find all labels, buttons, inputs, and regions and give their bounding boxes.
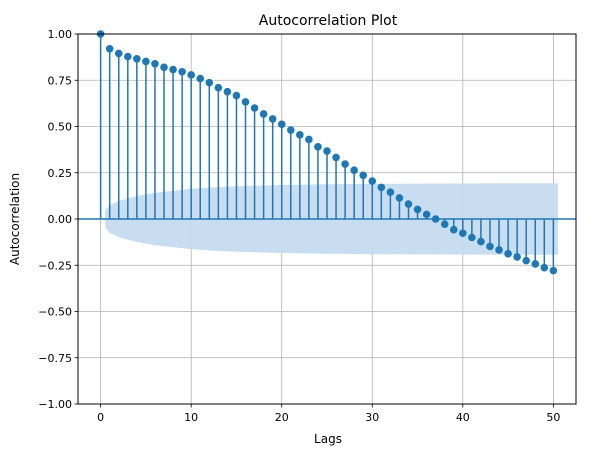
- y-axis-label: Autocorrelation: [8, 173, 22, 265]
- stem-marker: [495, 246, 503, 254]
- stem-marker: [169, 65, 177, 74]
- y-tick-label: −0.50: [38, 306, 72, 319]
- stem-marker: [522, 256, 530, 265]
- stem-marker: [105, 45, 114, 53]
- y-tick-label: 0.25: [48, 167, 73, 180]
- stem-marker: [413, 205, 422, 214]
- stem-marker: [187, 71, 195, 79]
- stem-marker: [196, 74, 205, 83]
- stem-marker: [350, 166, 358, 174]
- stem-marker: [305, 135, 313, 144]
- stem-marker: [214, 83, 223, 92]
- stem-marker: [286, 126, 295, 134]
- stem-marker: [504, 249, 512, 258]
- stem-marker: [205, 78, 214, 87]
- x-tick-label: 10: [184, 411, 198, 424]
- stem-marker: [386, 188, 395, 196]
- x-axis-label: Lags: [314, 432, 342, 446]
- stem-marker: [395, 194, 404, 202]
- stem-marker: [368, 177, 377, 185]
- stem-marker: [241, 98, 250, 106]
- stem-marker: [259, 110, 268, 118]
- stem-marker: [486, 242, 494, 251]
- stem-marker: [477, 237, 485, 246]
- stem-marker: [151, 59, 159, 68]
- stem-markers: [96, 30, 558, 275]
- stem-marker: [323, 147, 331, 155]
- stem-marker: [277, 120, 286, 129]
- stem-marker: [332, 153, 340, 162]
- x-tick-label: 30: [365, 411, 379, 424]
- stem-marker: [449, 225, 458, 234]
- y-tick-label: −1.00: [38, 398, 72, 411]
- y-tick-label: −0.75: [38, 352, 72, 365]
- y-tick-label: −0.25: [38, 259, 72, 272]
- chart-title: Autocorrelation Plot: [259, 13, 398, 29]
- stem-lines: [99, 34, 555, 271]
- x-tick-label: 50: [546, 411, 560, 424]
- stem-marker: [404, 200, 413, 208]
- stem-marker: [459, 229, 467, 238]
- stem-marker: [341, 160, 349, 168]
- stem-marker: [513, 253, 521, 261]
- stem-marker: [178, 67, 186, 76]
- stem-marker: [422, 210, 431, 219]
- stem-marker: [314, 143, 322, 151]
- stem-marker: [133, 54, 141, 63]
- stem-marker: [296, 131, 304, 139]
- stem-marker: [549, 266, 558, 275]
- stem-marker: [124, 52, 132, 61]
- y-tick-label: 0.00: [48, 213, 73, 226]
- stem-marker: [468, 233, 476, 242]
- stem-marker: [431, 215, 440, 223]
- stem-marker: [531, 260, 540, 268]
- stem-marker: [377, 183, 386, 192]
- x-tick-label: 40: [456, 411, 470, 424]
- stem-marker: [160, 63, 168, 72]
- stem-marker: [223, 87, 232, 96]
- y-tick-label: 0.75: [48, 74, 73, 87]
- stem-marker: [440, 220, 449, 228]
- y-tick-label: 0.50: [48, 121, 73, 134]
- stem-marker: [232, 91, 241, 100]
- x-tick-label: 20: [275, 411, 289, 424]
- y-axis-ticks: −1.00 −0.75 −0.50 −0.25 0.00 0.25 0.50 0.75 1.00: [38, 28, 78, 411]
- x-axis-ticks: 0 10 20 30 40 50: [97, 404, 560, 424]
- stem-marker: [359, 171, 368, 180]
- stem-marker: [268, 115, 277, 123]
- stem-marker: [250, 104, 259, 112]
- x-tick-label: 0: [97, 411, 104, 424]
- y-tick-label: 1.00: [48, 28, 73, 41]
- stem-marker: [114, 49, 123, 58]
- stem-marker: [142, 57, 150, 66]
- stem-marker: [540, 263, 549, 272]
